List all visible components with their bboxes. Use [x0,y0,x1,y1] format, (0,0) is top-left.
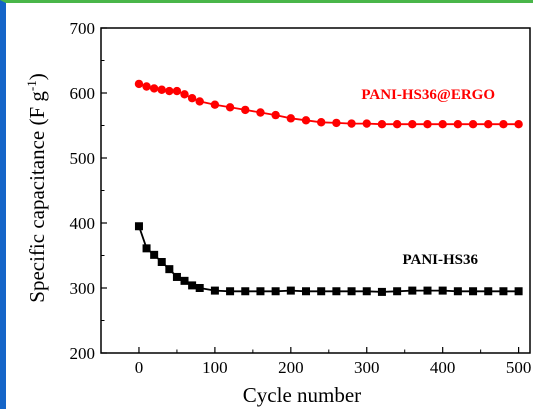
series-label-pani-hs36: PANI-HS36 [402,252,478,268]
data-point-pani-hs36-ergo [187,94,197,103]
data-point-pani-hs36-ergo [195,97,204,106]
data-point-pani-hs36-ergo [172,86,182,96]
data-point-pani-hs36 [469,287,478,296]
x-tick-label: 100 [202,358,228,377]
data-point-pani-hs36-ergo [157,85,166,94]
data-point-pani-hs36 [317,287,326,296]
data-point-pani-hs36 [180,276,189,285]
data-point-pani-hs36 [347,287,356,296]
data-point-pani-hs36 [157,258,166,266]
data-point-pani-hs36 [438,286,447,295]
data-point-pani-hs36-ergo [377,120,387,129]
data-point-pani-hs36-ergo [438,120,447,129]
data-point-pani-hs36 [142,244,151,253]
y-tick-label: 300 [70,279,96,298]
x-tick-label: 0 [135,358,144,377]
y-tick-label: 200 [70,344,96,363]
data-point-pani-hs36-ergo [514,120,523,129]
data-point-pani-hs36 [172,272,181,281]
y-tick-label: 600 [70,84,96,103]
axis-ticks: 0 100 200 300 400 500 200 300 400 500 600 700 [70,19,532,377]
data-point-pani-hs36-ergo [165,86,174,96]
plot-border [100,27,531,354]
data-point-pani-hs36-ergo [316,118,326,127]
data-point-pani-hs36 [165,265,174,274]
data-point-pani-hs36 [241,287,250,296]
data-point-pani-hs36-ergo [392,120,402,129]
data-point-pani-hs36 [408,286,417,295]
data-point-pani-hs36 [377,287,386,296]
y-axis-title-main: Specific capacitance (F g [25,91,49,303]
x-tick-label: 200 [278,358,304,377]
data-point-pani-hs36-ergo [468,120,478,129]
y-axis-title-superscript: -1 [24,80,39,91]
data-point-pani-hs36 [226,287,235,296]
data-point-pani-hs36-ergo [149,84,159,93]
data-point-pani-hs36-ergo [499,120,508,129]
data-point-pani-hs36-ergo [256,108,265,117]
data-point-pani-hs36 [210,286,219,295]
y-tick-label: 500 [70,149,96,168]
y-tick-label: 400 [70,214,96,233]
data-point-pani-hs36-ergo [286,114,296,123]
data-point-pani-hs36-ergo [362,119,371,128]
y-axis-title-close: ) [25,73,49,80]
plot-area [100,27,531,354]
data-point-pani-hs36-ergo [332,118,341,128]
data-point-pani-hs36 [453,287,462,296]
data-point-pani-hs36 [499,287,508,296]
data-point-pani-hs36 [256,287,265,296]
y-axis-title: Specific capacitance (F g-1) [24,73,49,302]
data-point-pani-hs36 [302,287,311,296]
data-point-pani-hs36 [286,286,295,295]
data-point-pani-hs36 [393,287,402,296]
x-tick-label: 400 [430,358,456,377]
data-point-pani-hs36-ergo [180,90,189,99]
data-point-pani-hs36 [134,222,143,231]
data-point-pani-hs36-ergo [134,79,144,89]
data-point-pani-hs36-ergo [301,116,311,125]
data-point-pani-hs36 [271,287,280,296]
y-tick-label: 700 [70,19,96,38]
series-label-pani-hs36-ergo: PANI-HS36@ERGO [361,87,495,103]
data-point-pani-hs36-ergo [423,120,432,129]
data-point-pani-hs36-ergo [225,103,235,112]
series-layer [134,79,523,296]
data-point-pani-hs36 [423,286,432,295]
series-pani-hs36 [134,222,523,296]
data-point-pani-hs36-ergo [484,120,493,129]
data-point-pani-hs36 [332,287,341,296]
data-point-pani-hs36-ergo [408,120,417,129]
data-point-pani-hs36 [188,281,197,290]
data-point-pani-hs36 [195,284,204,292]
data-point-pani-hs36 [484,287,493,296]
x-tick-label: 300 [354,358,380,377]
data-point-pani-hs36-ergo [271,110,280,120]
data-point-pani-hs36-ergo [241,105,250,115]
data-point-pani-hs36-ergo [453,120,463,129]
data-point-pani-hs36-ergo [347,119,356,128]
data-point-pani-hs36-ergo [142,82,151,91]
data-point-pani-hs36 [514,287,523,296]
data-point-pani-hs36 [150,250,159,259]
x-tick-label: 500 [506,358,532,377]
data-point-pani-hs36 [362,287,371,296]
series-pani-hs36-ergo [134,79,523,129]
data-point-pani-hs36-ergo [210,100,220,109]
x-axis-title: Cycle number [243,383,361,407]
